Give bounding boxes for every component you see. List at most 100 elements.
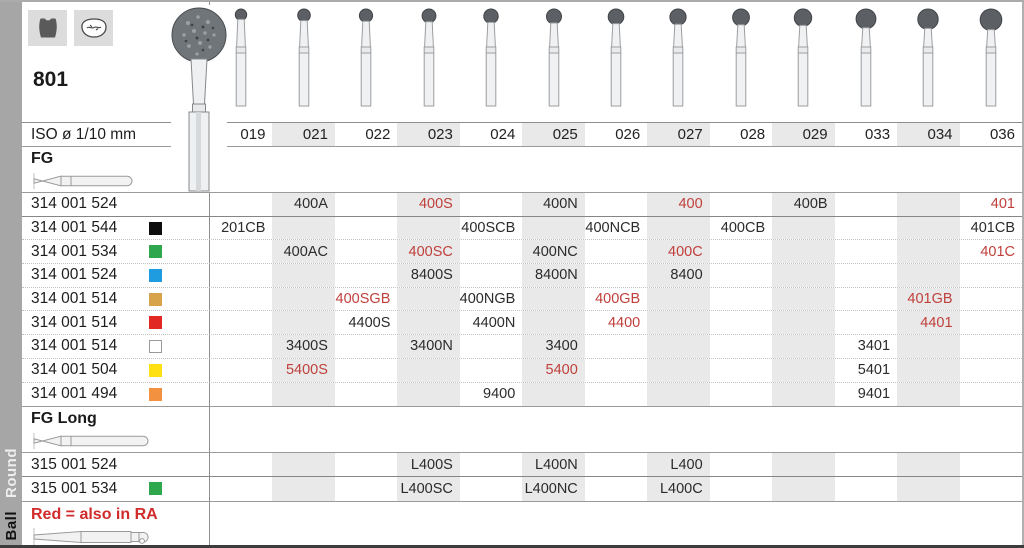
- bur-image-036: [960, 2, 1022, 122]
- empty-cell: [647, 358, 710, 382]
- empty-cell: [710, 264, 772, 287]
- empty-cell: [960, 453, 1022, 476]
- code-cell: 8400S: [397, 264, 460, 287]
- empty-cell: [772, 287, 835, 311]
- iso-number-inner: 314 001 524: [22, 264, 209, 287]
- empty-cell: [210, 311, 272, 334]
- iso-size-026: 026: [615, 126, 641, 143]
- empty-cell: [835, 453, 897, 476]
- empty-cell: [272, 264, 335, 287]
- code-cell: L400SC: [397, 476, 460, 501]
- iso-size-024: 024: [490, 126, 516, 143]
- empty-cell: [335, 240, 397, 263]
- bur-image-033: [835, 2, 897, 122]
- empty-cell: [585, 453, 647, 476]
- code-cell: 400CB: [720, 220, 766, 237]
- empty-cell: [710, 453, 772, 476]
- iso-size-023: 023: [397, 123, 460, 146]
- empty-cell: [710, 288, 772, 311]
- iso-number: 314 001 514: [31, 313, 118, 331]
- side-label-round: Round: [2, 447, 20, 498]
- code-cell: 201CB: [221, 220, 266, 237]
- empty-cell: [335, 453, 397, 476]
- empty-cell: [835, 240, 897, 263]
- product-code-cells: 8400S 8400N 8400: [210, 264, 1022, 287]
- product-row: 314 001 524 400A 400S 400N 400 400B 401: [22, 193, 1022, 217]
- empty-cell: [772, 382, 835, 407]
- code-cell: 4400S: [348, 314, 391, 331]
- bur-image-027: [647, 2, 709, 122]
- code-cell: L400NC: [522, 476, 585, 501]
- empty-cell: [710, 359, 772, 382]
- code-cell: 400NCB: [585, 220, 641, 237]
- empty-cell: [585, 477, 647, 501]
- empty-cell: [522, 287, 585, 311]
- code-cell: 400AC: [272, 240, 335, 264]
- bur-image-row: 801: [22, 2, 1022, 122]
- code-cell: L400N: [522, 453, 585, 476]
- empty-cell: [835, 288, 897, 311]
- footer-note: Red = also in RA: [31, 505, 158, 523]
- empty-cell: [835, 217, 897, 240]
- code-cell: 400SGB: [335, 291, 391, 308]
- product-code-cells: 201CB 400SCB 400NCB 400CB 401CB: [210, 216, 1022, 240]
- empty-cell: [335, 217, 397, 240]
- iso-number: 314 001 524: [31, 266, 118, 284]
- empty-cell: [772, 335, 835, 358]
- footer-note-cell: Red = also in RA: [22, 501, 210, 545]
- code-cell: L400C: [647, 476, 710, 501]
- shank-band-fg: FG: [22, 146, 1022, 193]
- iso-number-cell: 314 001 514: [22, 311, 210, 335]
- iso-number-inner: 315 001 524: [22, 453, 209, 476]
- empty-cell: [585, 335, 647, 358]
- empty-cell: [897, 240, 960, 264]
- iso-number-cell: 315 001 524: [22, 453, 210, 476]
- iso-number-inner: 314 001 504: [22, 359, 209, 382]
- bur-image-019: [210, 2, 272, 122]
- bur-image-026: [585, 2, 647, 122]
- code-cell: 400C: [647, 240, 710, 264]
- empty-cell: [397, 287, 460, 311]
- color-chip-white: [149, 339, 162, 353]
- empty-cell: [335, 264, 397, 287]
- color-chip-green: [149, 482, 162, 496]
- bur-image-025: [522, 2, 584, 122]
- empty-cell: [460, 453, 522, 476]
- bur-image-029: [772, 2, 834, 122]
- product-row: 314 001 514 4400S 4400N 4400 4401: [22, 311, 1022, 336]
- bur-image-024: [460, 2, 522, 122]
- shank-band-empty: [210, 407, 1022, 452]
- color-chip-red: [149, 316, 162, 330]
- iso-size-021: 021: [272, 123, 335, 146]
- empty-cell: [897, 476, 960, 501]
- product-code-cells: 400SGB 400NGB 400GB 401GB: [210, 287, 1022, 311]
- code-cell: 400SC: [397, 240, 460, 264]
- empty-cell: [710, 311, 772, 334]
- iso-size-029: 029: [772, 123, 835, 146]
- empty-cell: [710, 383, 772, 407]
- footer-row: Red = also in RA: [22, 500, 1022, 545]
- product-code-cells: 400AC 400SC 400NC 400C 401C: [210, 240, 1022, 264]
- iso-size-036: 036: [989, 126, 1015, 143]
- iso-number-inner: 314 001 544: [22, 217, 209, 240]
- iso-number: 314 001 534: [31, 242, 118, 260]
- empty-cell: [272, 287, 335, 311]
- iso-size-022: 022: [365, 126, 391, 143]
- fg-shank-icon: [31, 172, 209, 195]
- product-bur-image: [171, 5, 227, 192]
- code-cell: 400: [647, 193, 710, 216]
- iso-number: 314 001 544: [31, 219, 118, 237]
- empty-cell: [647, 216, 710, 240]
- empty-cell: [897, 335, 960, 358]
- empty-cell: [335, 335, 397, 358]
- code-cell: 400SCB: [461, 220, 516, 237]
- shank-type-label: FG: [31, 150, 54, 167]
- empty-cell: [585, 359, 647, 382]
- color-chip-gold: [149, 292, 162, 306]
- side-category-strip: Round Ball: [0, 2, 22, 545]
- empty-cell: [835, 477, 897, 501]
- bur-image-034: [897, 2, 959, 122]
- empty-cell: [585, 264, 647, 287]
- iso-label: ISO ø 1/10 mm: [31, 125, 137, 143]
- iso-size-033: 033: [865, 126, 891, 143]
